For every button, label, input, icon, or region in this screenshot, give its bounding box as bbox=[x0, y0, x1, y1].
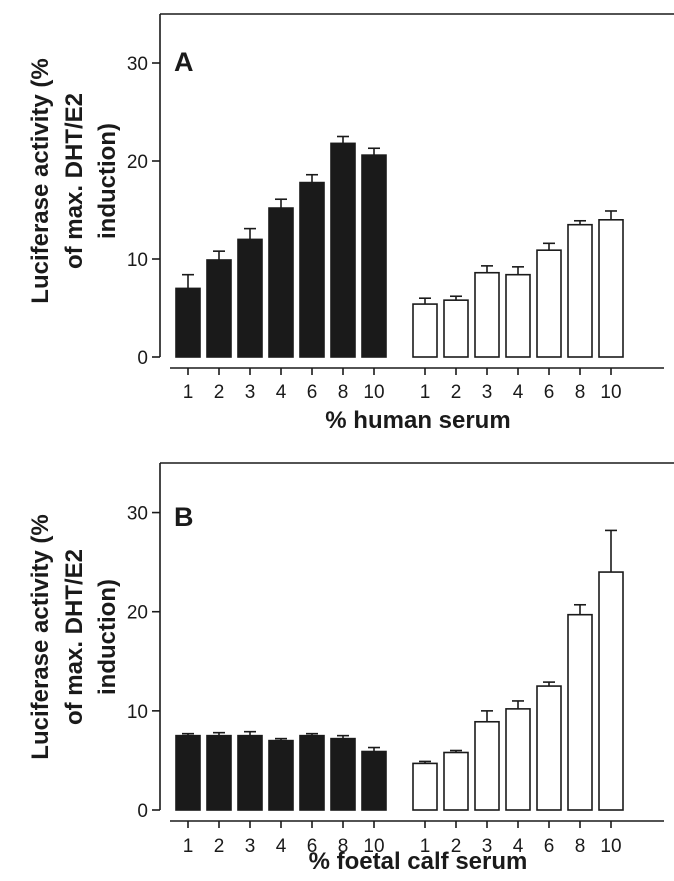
bar bbox=[474, 271, 500, 358]
y-tick-label: 0 bbox=[137, 348, 148, 369]
bar bbox=[505, 708, 531, 811]
bar bbox=[443, 751, 469, 811]
bar bbox=[361, 750, 387, 811]
x-tick-label: 10 bbox=[600, 382, 621, 403]
bar bbox=[206, 734, 232, 811]
x-tick-label: 3 bbox=[245, 836, 256, 857]
y-tick-label: 10 bbox=[127, 250, 148, 271]
x-tick-label: 6 bbox=[307, 382, 318, 403]
x-tick-label: 4 bbox=[513, 836, 524, 857]
y-tick-label: 20 bbox=[127, 603, 148, 624]
panel-a: Luciferase activity (% of max. DHT/E2 in… bbox=[27, 13, 674, 434]
x-tick-label: 1 bbox=[420, 836, 431, 857]
y-axis-title: Luciferase activity (% of max. DHT/E2 in… bbox=[27, 58, 121, 303]
bar bbox=[299, 734, 325, 811]
x-tick-label: 2 bbox=[451, 836, 462, 857]
bar bbox=[206, 259, 232, 358]
x-tick-label: 8 bbox=[338, 836, 349, 857]
x-tick-label: 3 bbox=[482, 382, 493, 403]
bar bbox=[598, 571, 624, 811]
x-tick-label: 8 bbox=[575, 836, 586, 857]
x-tick-label: 10 bbox=[363, 836, 384, 857]
bar bbox=[567, 223, 593, 358]
bar bbox=[268, 739, 294, 811]
bar bbox=[474, 720, 500, 811]
y-tick-label: 30 bbox=[127, 504, 148, 525]
x-tick-label: 2 bbox=[214, 836, 225, 857]
x-tick-label: 10 bbox=[363, 382, 384, 403]
y-axis-title-line-2: of max. DHT/E2 bbox=[61, 93, 88, 269]
bar bbox=[175, 734, 201, 811]
bar bbox=[237, 734, 263, 811]
y-tick-label: 20 bbox=[127, 152, 148, 173]
bar bbox=[536, 249, 562, 358]
panel-b: Luciferase activity (% of max. DHT/E2 in… bbox=[27, 462, 674, 875]
x-tick-label: 10 bbox=[600, 836, 621, 857]
x-tick-label: 6 bbox=[544, 836, 555, 857]
bar bbox=[237, 238, 263, 358]
bar bbox=[175, 287, 201, 358]
bar bbox=[268, 207, 294, 358]
y-axis-title-line-1: Luciferase activity (% bbox=[27, 58, 54, 303]
panel-label: A bbox=[174, 47, 194, 77]
x-tick-label: 6 bbox=[544, 382, 555, 403]
x-axis-title: % human serum bbox=[325, 407, 510, 434]
x-tick-label: 4 bbox=[276, 382, 287, 403]
x-tick-label: 4 bbox=[513, 382, 524, 403]
x-tick-label: 3 bbox=[482, 836, 493, 857]
x-tick-label: 1 bbox=[420, 382, 431, 403]
bar bbox=[505, 273, 531, 358]
bar bbox=[412, 762, 438, 811]
bars bbox=[175, 135, 624, 358]
y-axis-title: Luciferase activity (% of max. DHT/E2 in… bbox=[27, 514, 121, 759]
x-tick-label: 8 bbox=[575, 382, 586, 403]
panel-label: B bbox=[174, 502, 194, 532]
bar bbox=[598, 219, 624, 358]
bars bbox=[175, 529, 624, 811]
x-tick-label: 2 bbox=[214, 382, 225, 403]
x-tick-label: 8 bbox=[338, 382, 349, 403]
x-tick-label: 6 bbox=[307, 836, 318, 857]
bar bbox=[567, 613, 593, 811]
y-tick-label: 10 bbox=[127, 702, 148, 723]
bar bbox=[361, 154, 387, 358]
y-axis-title-line-1: Luciferase activity (% bbox=[27, 514, 54, 759]
y-tick-label: 30 bbox=[127, 54, 148, 75]
x-tick-label: 4 bbox=[276, 836, 287, 857]
y-axis-title-line-2: of max. DHT/E2 bbox=[61, 549, 88, 725]
x-tick-label: 2 bbox=[451, 382, 462, 403]
bar bbox=[443, 299, 469, 358]
bar bbox=[536, 685, 562, 811]
bar bbox=[330, 142, 356, 358]
x-axis-title: % foetal calf serum bbox=[309, 848, 528, 875]
bar bbox=[299, 181, 325, 358]
bar bbox=[330, 737, 356, 811]
x-tick-label: 1 bbox=[183, 382, 194, 403]
x-tick-label: 1 bbox=[183, 836, 194, 857]
x-tick-label: 3 bbox=[245, 382, 256, 403]
y-axis-title-line-3: induction) bbox=[94, 123, 121, 239]
bar bbox=[412, 303, 438, 358]
y-tick-label: 0 bbox=[137, 801, 148, 822]
y-axis-title-line-3: induction) bbox=[94, 579, 121, 695]
